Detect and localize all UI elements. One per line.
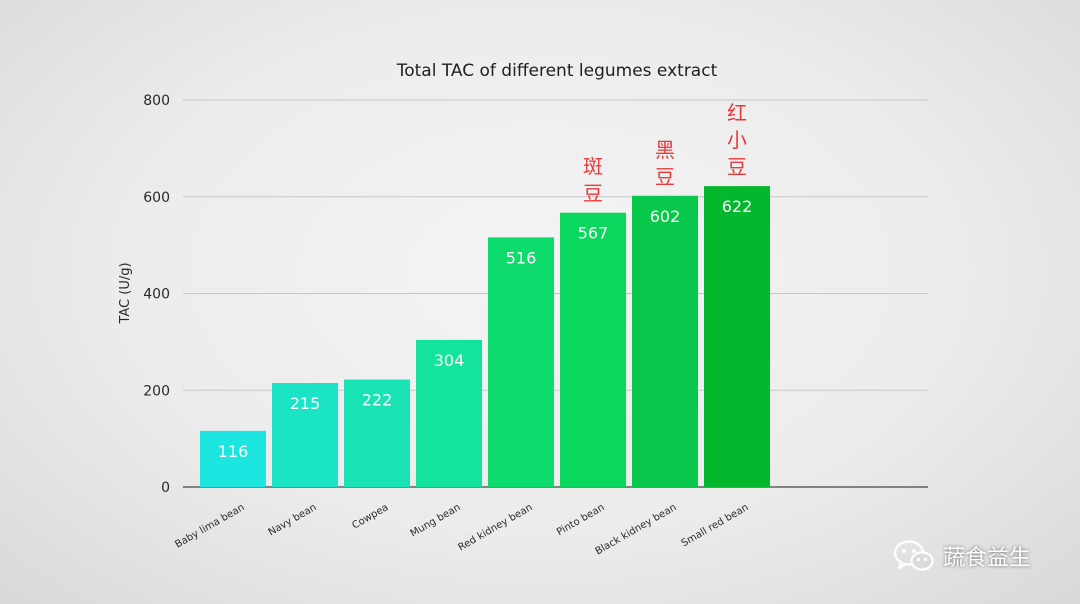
bar [416,339,482,487]
x-tick-label: Red kidney bean [457,502,535,553]
x-tick-label: Baby lima bean [173,502,246,551]
bar [632,195,698,487]
data-label: 222 [362,391,393,410]
watermark-text: 蔬食益生 [943,546,1032,571]
annotation: 斑豆 [583,155,603,206]
x-tick-label: Navy bean [267,502,319,538]
bar [488,237,554,487]
annotation: 黑豆 [655,138,675,189]
wechat-icon [893,540,934,571]
y-tick-label: 0 [161,480,170,496]
bar [344,379,410,487]
data-label: 602 [650,207,681,226]
x-tick-label: Pinto bean [555,502,607,538]
y-tick-label: 800 [143,93,170,109]
y-tick-label: 200 [143,383,170,399]
bar [560,212,626,487]
y-axis-ticks: 0 200 400 600 800 [143,93,170,496]
x-axis-ticks: Baby lima bean Navy bean Cowpea Mung beanRe… [173,502,750,557]
x-tick-label: Mung bean [409,502,463,539]
bar [704,186,770,488]
x-tick-label: Black kidney bean [594,502,679,557]
data-label: 516 [506,248,537,267]
bars: 116 215 222 304 516 567 602 622 [200,186,770,488]
chart-title: Total TAC of different legumes extract [396,61,718,81]
bar [200,430,266,487]
annotations: 斑豆 黑豆 红小豆 [583,101,747,206]
data-label: 622 [722,197,753,216]
annotation: 红小豆 [727,101,747,179]
x-tick-label: Cowpea [350,502,390,531]
y-tick-label: 600 [143,190,170,206]
watermark: 蔬食益生 [893,536,1031,576]
y-axis-label: TAC (U/g) [118,262,133,324]
data-label: 215 [290,394,321,413]
bar [272,382,338,487]
data-label: 567 [578,224,609,243]
y-tick-label: 400 [143,287,170,303]
data-label: 304 [434,351,465,370]
x-tick-label: Small red bean [680,502,751,549]
data-label: 116 [218,442,249,461]
